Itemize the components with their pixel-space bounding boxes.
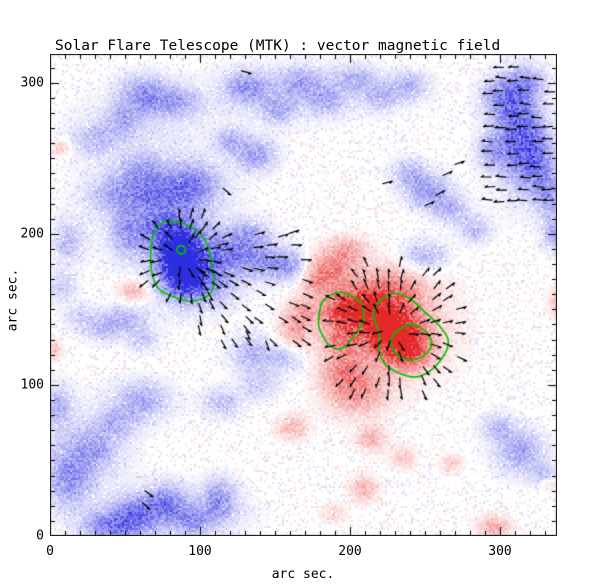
x-tick-label: 200 bbox=[338, 544, 362, 559]
x-tick-label: 100 bbox=[188, 544, 212, 559]
y-tick-label: 200 bbox=[20, 226, 44, 242]
y-tick-label: 300 bbox=[20, 75, 44, 91]
x-tick-label: 300 bbox=[488, 544, 512, 559]
x-axis-label: arc sec. bbox=[271, 567, 335, 582]
y-tick-label: 100 bbox=[20, 377, 44, 393]
chart-title: Solar Flare Telescope (MTK) : vector mag… bbox=[55, 38, 501, 54]
y-tick-label: 0 bbox=[36, 528, 44, 544]
x-tick-label: 0 bbox=[46, 544, 54, 559]
magnetogram-plot-canvas bbox=[50, 54, 557, 536]
y-axis-label: arc sec. bbox=[5, 268, 21, 332]
